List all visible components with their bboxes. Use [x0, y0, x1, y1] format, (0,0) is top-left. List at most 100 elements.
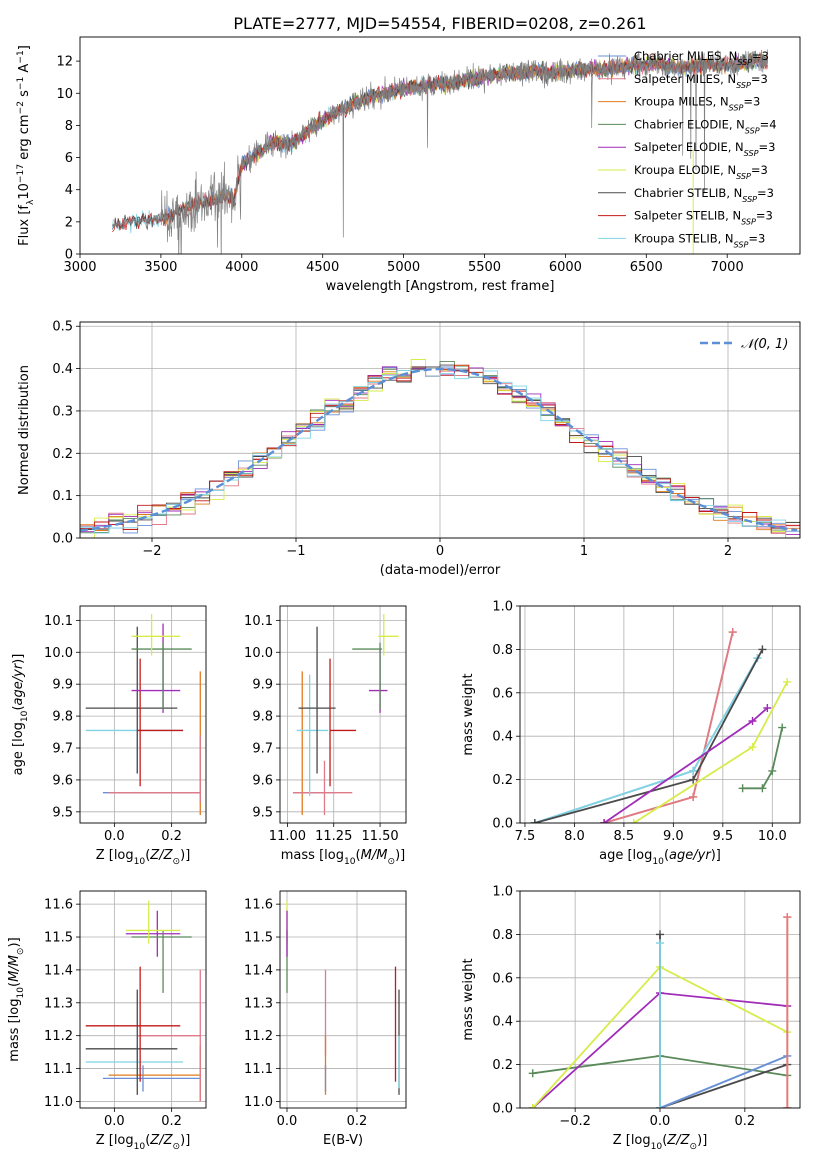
y-tick-label: 1.0 [492, 885, 513, 900]
y-tick-label: 9.6 [52, 773, 73, 788]
y-tick-label: 10 [56, 87, 73, 102]
x-tick-label: 0.2 [161, 1114, 182, 1129]
series [528, 913, 792, 1108]
series-marker-kroupa_elodie [783, 677, 792, 686]
x-tick-label: 3500 [144, 260, 177, 275]
axes-frame [79, 321, 801, 539]
y-tick-label: 0.5 [52, 320, 73, 335]
figure-title: PLATE=2777, MJD=54554, FIBERID=0208, z=0… [233, 14, 646, 33]
y-tick-label: 11.6 [244, 898, 273, 913]
axes-frame [79, 605, 207, 824]
histogram-kroupa_stelib [80, 369, 800, 538]
x-tick-label: 0.0 [277, 1114, 298, 1129]
y-tick-label: 10.0 [244, 646, 273, 661]
x-axis-label: (data-model)/error [380, 563, 501, 578]
series-marker-salpeter_miles [783, 1104, 792, 1108]
series-marker-kroupa_stelib [656, 1104, 664, 1108]
x-axis-label: Z [log10(Z/Z⊙)] [96, 1133, 191, 1152]
legend-label: Chabrier MILES, NSSP=3 [634, 49, 769, 67]
axes-frame [79, 890, 207, 1109]
series-marker-kroupa_stelib [689, 766, 698, 775]
x-tick-label: 6000 [549, 260, 582, 275]
legend-label: Chabrier ELODIE, NSSP=4 [634, 117, 777, 135]
y-tick-label: 11.2 [44, 1029, 73, 1044]
y-axis-label: mass weight [461, 958, 476, 1040]
series-marker-salpeter_miles [728, 628, 737, 637]
y-tick-label: 9.9 [52, 678, 73, 693]
y-tick-label: 0.6 [492, 686, 513, 701]
errorbars [85, 613, 201, 816]
series-marker-salpeter_miles [783, 913, 792, 922]
series-marker-kroupa_elodie [629, 819, 638, 823]
x-tick-label: 10.0 [758, 829, 787, 844]
x-tick-label: 0.2 [347, 1114, 368, 1129]
series-marker-chabrier_stelib [530, 819, 539, 823]
y-tick-label: 0.4 [52, 362, 73, 377]
y-tick-label: 11.4 [244, 963, 273, 978]
axes-frame [519, 605, 801, 824]
legend-label: Kroupa STELIB, NSSP=3 [634, 231, 765, 249]
legend-label: Salpeter ELODIE, NSSP=3 [634, 140, 775, 158]
axes-frame [279, 890, 407, 1109]
errorbars [292, 613, 399, 816]
y-tick-label: 0.3 [52, 404, 73, 419]
x-tick-label: 9.5 [712, 829, 733, 844]
y-axis-label: Normed distribution [17, 365, 32, 495]
y-tick-label: 9.7 [52, 742, 73, 757]
y-tick-label: 0.2 [492, 1058, 513, 1073]
x-tick-label: 2 [724, 544, 732, 559]
y-tick-label: 6 [65, 151, 73, 166]
spectrum-legend: Chabrier MILES, NSSP=3 Salpeter MILES, NS… [598, 49, 777, 249]
y-tick-label: 0 [65, 248, 73, 263]
x-tick-label: −2 [142, 544, 161, 559]
axes-frame [519, 890, 801, 1109]
legend-label: Kroupa ELODIE, NSSP=3 [634, 163, 768, 181]
x-tick-label: 1 [580, 544, 588, 559]
series-marker-salpeter_elodie [763, 703, 772, 712]
x-axis-label: Z [log10(Z/Z⊙)] [613, 1133, 708, 1152]
x-tick-label: 0 [436, 544, 444, 559]
errorbars [286, 900, 400, 1095]
y-tick-label: 9.9 [252, 678, 273, 693]
x-tick-label: 8.0 [564, 829, 585, 844]
series-line-chabrier_elodie [742, 727, 784, 790]
legend-label: Salpeter MILES, NSSP=3 [634, 72, 768, 90]
series-line-chabrier_stelib [659, 1063, 788, 1108]
age_vs_Z-panel: 0.0 0.2 9.5 9.6 9.7 9.8 9.9 10.0 10.1 Z [log10(Z/… [11, 605, 207, 867]
age_vs_mass-panel: 11.00 11.25 11.50 9.5 9.6 9.7 9.8 9.9 10.0 10.1 ma… [244, 605, 407, 867]
y-tick-label: 10.1 [244, 614, 273, 629]
x-tick-label: 0.2 [161, 829, 182, 844]
y-tick-label: 10.0 [44, 646, 73, 661]
y-tick-label: 9.8 [252, 710, 273, 725]
x-axis-label: E(B-V) [323, 1133, 363, 1148]
x-tick-label: 4000 [225, 260, 258, 275]
x-tick-label: 7.5 [515, 829, 536, 844]
mass_vs_Z-panel: 0.0 0.2 11.0 11.1 11.2 11.3 11.4 11.5 11.6 Z [log… [7, 890, 207, 1152]
y-tick-label: 11.3 [44, 996, 73, 1011]
y-tick-label: 8 [65, 119, 73, 134]
y-tick-label: 9.7 [252, 742, 273, 757]
mass_weight_vs_age-panel: 7.5 8.0 8.5 9.0 9.5 10.0 0.0 0.2 0.4 0.6 0.8 1.0 age… [461, 600, 801, 867]
y-axis-label: mass weight [461, 673, 476, 755]
y-tick-label: 0.8 [492, 643, 513, 658]
x-tick-label: 11.25 [315, 829, 352, 844]
series-marker-chabrier_stelib [656, 930, 664, 939]
y-tick-label: 0.2 [492, 773, 513, 788]
y-tick-label: 0.2 [52, 447, 73, 462]
y-tick-label: 9.5 [252, 805, 273, 820]
series [530, 628, 792, 823]
x-tick-label: −1 [286, 544, 305, 559]
axes-frame [279, 605, 407, 824]
axes-frame [79, 36, 801, 255]
legend-label: Chabrier STELIB, NSSP=3 [634, 186, 774, 204]
x-tick-label: 0.0 [104, 829, 125, 844]
y-tick-label: 11.6 [44, 898, 73, 913]
y-tick-label: 11.2 [244, 1029, 273, 1044]
series-marker-kroupa_elodie [748, 743, 757, 752]
y-tick-label: 11.0 [244, 1095, 273, 1110]
series-line-kroupa_elodie [633, 681, 788, 823]
y-tick-label: 0.4 [492, 1015, 513, 1030]
y-tick-label: 11.5 [44, 931, 73, 946]
y-tick-label: 2 [65, 215, 73, 230]
legend-label: Salpeter STELIB, NSSP=3 [634, 209, 773, 227]
